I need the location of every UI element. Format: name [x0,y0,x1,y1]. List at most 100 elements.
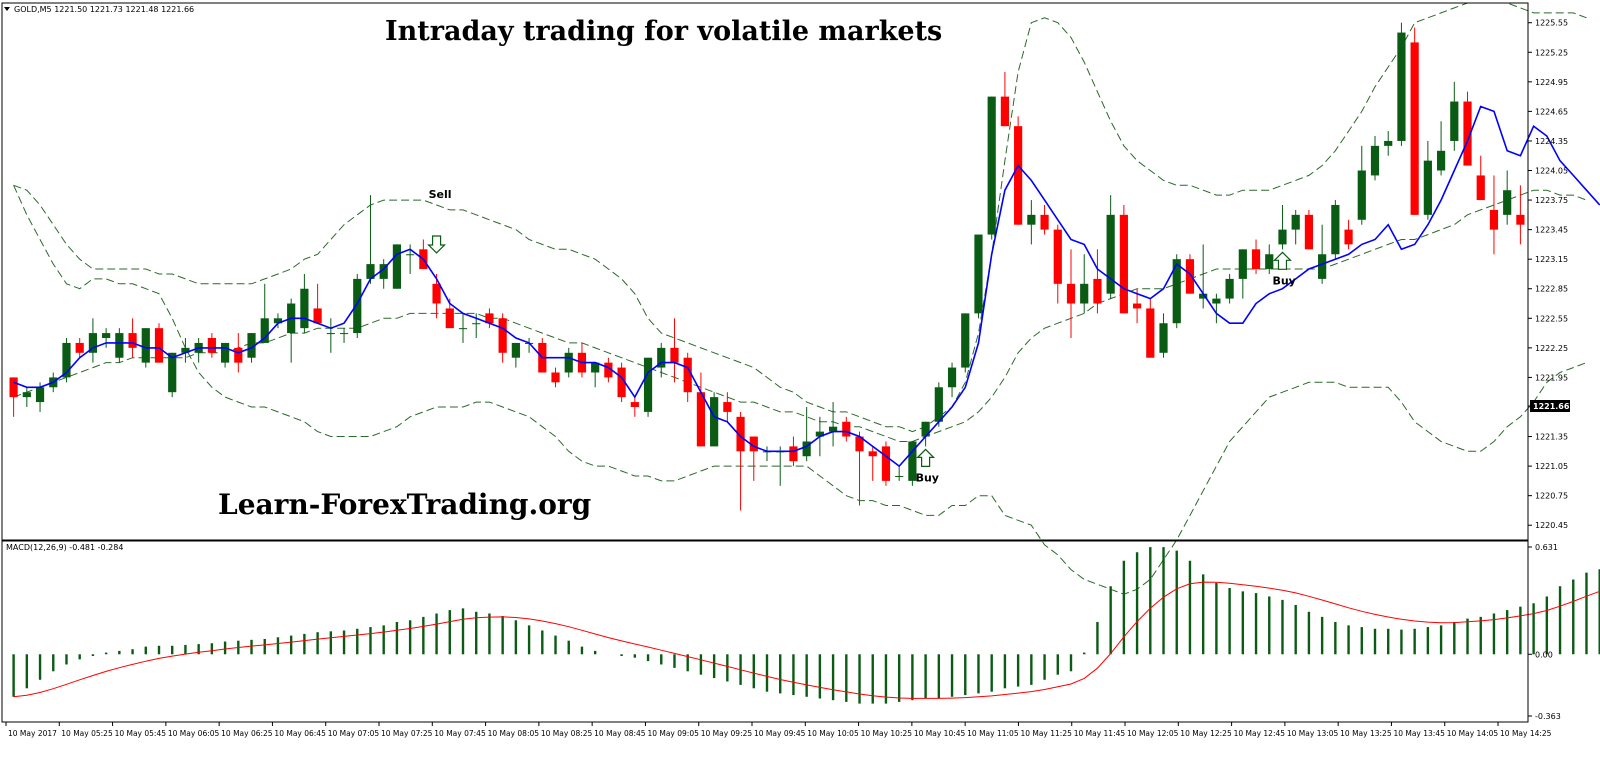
candle-body [736,416,745,452]
moving-average-line [13,105,1600,468]
candle-body [62,342,71,378]
candle [88,318,98,363]
candle-body [392,244,402,289]
candle [855,431,864,506]
time-axis-label: 10 May 12:05 [1127,729,1179,738]
candle [908,441,917,486]
candle-body [749,436,758,452]
candle-body [1450,101,1459,141]
candle [1278,204,1287,250]
candle [511,342,520,368]
candle-body [1159,323,1168,353]
candle-body [1516,214,1525,225]
candle [62,338,71,383]
candle-body [498,318,507,353]
candle [1463,91,1472,166]
candle-body [657,347,666,368]
candle [921,421,930,447]
candle [1106,195,1115,299]
time-axis-label: 10 May 07:25 [381,729,433,738]
time-axis-label: 10 May 06:05 [168,729,220,738]
candle-body [1265,254,1274,270]
candle-body [220,342,230,363]
sell-arrow-icon [427,235,447,254]
candle-body [670,347,679,363]
candle-body [895,475,904,477]
time-axis-label: 10 May 06:45 [274,729,326,738]
time-axis-label: 10 May 14:25 [1500,729,1552,738]
candle-body [102,333,111,339]
candle [287,298,296,363]
price-axis-label: 1221.05 [1535,462,1568,471]
candle-body [88,333,98,353]
candle [1014,116,1023,225]
candle-body [168,352,177,393]
candle-body [921,421,930,437]
candle-body [406,254,415,256]
candle [1476,155,1485,201]
price-axis-label: 1223.45 [1535,226,1568,235]
candle [168,352,177,398]
candle [1027,200,1036,245]
candle-body [1014,126,1023,225]
candle-body [1410,42,1419,215]
price-axis-label: 1223.75 [1535,196,1568,205]
price-panel-border [1,2,1529,541]
price-axis-label: 1221.95 [1535,373,1568,382]
time-axis-label: 10 May 13:05 [1287,729,1339,738]
symbol-info: GOLD,M5 1221.50 1221.73 1221.48 1221.66 [14,5,194,14]
candle-body [115,333,124,358]
candle [1093,249,1102,314]
candle-body [617,367,626,398]
time-axis-label: 10 May 11:45 [1074,729,1126,738]
candle-body [591,362,600,373]
candle-body [339,333,349,335]
time-axis-label: 10 May 08:25 [541,729,593,738]
candle [1238,249,1247,299]
price-axis-label: 1223.15 [1535,255,1568,264]
candle-body [723,402,732,412]
time-axis-label: 10 May 14:05 [1447,729,1499,738]
time-axis-label: 10 May 2017 [8,729,57,738]
band-lower-line [13,185,1587,595]
time-axis-label: 10 May 08:05 [488,729,540,738]
candle [326,318,335,353]
price-axis-label: 1222.85 [1535,285,1568,294]
candle-body [22,392,31,398]
candle-body [141,328,150,363]
candle-body [1040,214,1049,230]
candle-body [247,333,256,358]
time-axis-label: 10 May 10:45 [914,729,966,738]
candle-body [683,357,692,393]
price-axis-label: 1222.55 [1535,314,1568,323]
candle [1212,293,1221,324]
candle [1436,121,1446,176]
buy-signal-label: Buy [1272,274,1295,287]
candle-body [643,357,653,412]
price-axis-label: 1225.55 [1535,19,1568,28]
time-axis-label: 10 May 12:45 [1234,729,1286,738]
dropdown-icon[interactable] [4,7,10,11]
candle-body [1489,209,1499,230]
candle [1397,22,1406,146]
candle-body [300,288,309,329]
candle [1159,313,1168,358]
candle-body [1185,259,1195,294]
candle-body [842,421,851,437]
candle-body [1344,229,1353,245]
candle [670,318,679,383]
candle-body [313,308,322,324]
candle [392,244,402,289]
candle [300,273,309,334]
time-axis-label: 10 May 09:05 [647,729,699,738]
candle [1225,273,1234,304]
time-axis-label: 10 May 05:45 [115,729,167,738]
price-axis-label: 1224.65 [1535,107,1568,116]
time-axis-label: 10 May 13:45 [1393,729,1445,738]
candle [683,352,692,403]
candle [1410,27,1419,215]
candle [194,338,203,363]
candle-body [1304,214,1314,250]
candle [868,446,877,481]
